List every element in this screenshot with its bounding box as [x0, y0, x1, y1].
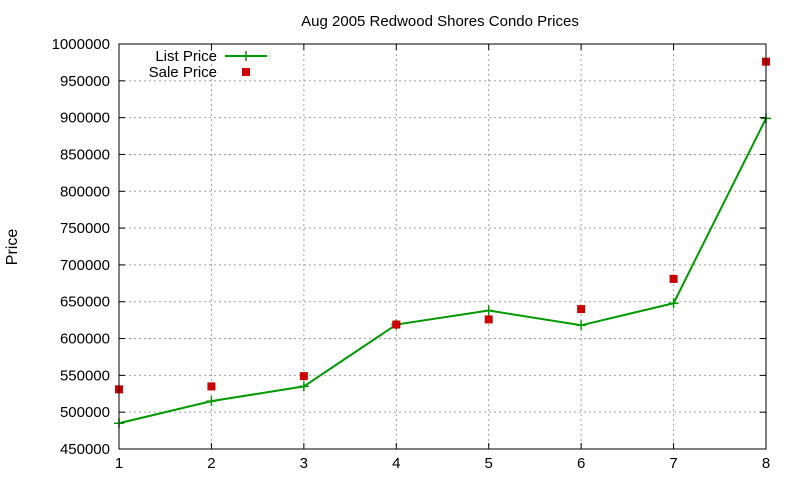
data-point: [298, 381, 309, 392]
plot-area: [114, 57, 771, 429]
y-tick-label: 450000: [60, 441, 110, 458]
x-tick-label: 8: [762, 455, 770, 472]
x-tick-label: 2: [207, 455, 215, 472]
data-point: [668, 298, 679, 309]
x-tick-label: 7: [669, 455, 677, 472]
axis-ticks: 450000 500000 550000 600000 650000 700000 7500…: [52, 36, 771, 472]
y-tick-label: 850000: [60, 146, 110, 163]
legend-label: Sale Price: [149, 64, 217, 81]
series-1: [115, 57, 770, 394]
legend-marker: [242, 68, 250, 76]
data-point: [299, 372, 308, 381]
data-point: [577, 305, 586, 314]
x-tick-label: 1: [115, 455, 123, 472]
chart-title: Aug 2005 Redwood Shores Condo Prices: [301, 13, 579, 30]
y-tick-label: 500000: [60, 404, 110, 421]
series-line: [118, 117, 767, 425]
data-point: [207, 382, 216, 391]
data-point: [392, 320, 401, 329]
x-tick-label: 6: [577, 455, 585, 472]
data-point: [576, 320, 587, 331]
y-tick-label: 950000: [60, 73, 110, 90]
y-tick-label: 750000: [60, 220, 110, 237]
grid-lines: [119, 44, 766, 449]
y-tick-label: 1000000: [52, 36, 110, 53]
legend-label: List Price: [155, 48, 217, 65]
x-tick-label: 4: [392, 455, 400, 472]
y-axis-label: Price: [4, 229, 21, 266]
x-tick-label: 5: [485, 455, 493, 472]
y-tick-label: 650000: [60, 294, 110, 311]
plot-frame: [118, 43, 767, 450]
x-tick-label: 3: [300, 455, 308, 472]
y-tick-label: 550000: [60, 367, 110, 384]
y-tick-label: 900000: [60, 110, 110, 127]
y-tick-label: 800000: [60, 183, 110, 200]
data-point: [483, 305, 494, 316]
y-tick-label: 600000: [60, 331, 110, 348]
legend-marker: [241, 51, 251, 61]
data-point: [206, 396, 217, 407]
data-point: [669, 274, 678, 283]
series-0: [114, 113, 771, 429]
y-tick-label: 700000: [60, 257, 110, 274]
data-point: [484, 315, 493, 324]
